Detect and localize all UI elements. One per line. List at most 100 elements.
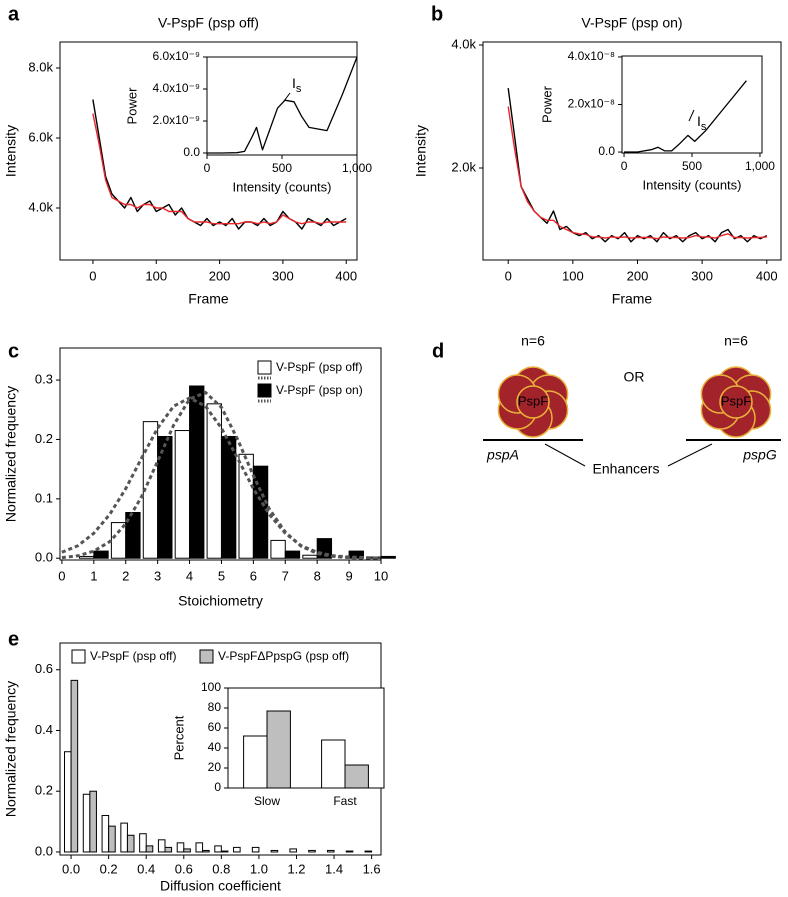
y-axis-label: Power (124, 87, 139, 125)
x-tick-label: 0.4 (137, 861, 155, 876)
y-axis-label: Power (539, 85, 554, 123)
x-tick-label: 500 (682, 159, 702, 173)
x-axis-label: Frame (188, 291, 229, 307)
bar (252, 465, 269, 559)
bar (344, 764, 369, 789)
bar (157, 839, 166, 853)
subunit (516, 385, 550, 419)
x-tick-label: 0.8 (212, 861, 230, 876)
bar (176, 842, 185, 853)
legend-label: V-PspF (psp off) (276, 360, 362, 374)
y-tick-label: 0.0 (183, 145, 200, 159)
y-tick-label: 4.0x10⁻⁸ (568, 49, 615, 63)
x-tick-label: 100 (145, 268, 167, 283)
bar (243, 735, 268, 789)
x-tick-label: 300 (272, 268, 294, 283)
bar (284, 550, 301, 559)
bar (266, 710, 291, 789)
x-tick-label: Slow (254, 794, 280, 808)
panel-letter: c (8, 340, 19, 362)
bar (321, 739, 346, 789)
legend-swatch (199, 649, 214, 664)
promoter-label: pspA (486, 447, 519, 463)
bar (308, 849, 316, 853)
hexamer: PspF (497, 366, 569, 438)
bar (174, 430, 191, 559)
bar (270, 539, 286, 559)
bar (125, 511, 141, 559)
y-tick-label: 2.0k (451, 159, 476, 174)
x-tick-label: 200 (209, 268, 231, 283)
x-tick-label: 7 (282, 568, 289, 583)
x-tick-label: 0 (505, 268, 512, 283)
bar (157, 435, 173, 559)
x-tick-label: 1 (90, 568, 97, 583)
bar (64, 751, 72, 853)
x-axis-label: Intensity (counts) (233, 179, 332, 194)
bar (139, 833, 147, 853)
bar (78, 555, 95, 559)
chart-title: V-PspF (psp off) (158, 15, 259, 31)
stoichiometry-label: n=6 (521, 333, 545, 349)
y-axis-label: Percent (171, 715, 186, 760)
legend-swatch (257, 383, 272, 398)
trace (92, 113, 347, 225)
plot-background (622, 56, 762, 153)
protein-label: PspF (518, 393, 548, 408)
chart-panel: c 0.0 0.1 0.2 0.3 0 1 2 3 4 5 6 7 8 9 10 Stoichiometry No… (3, 340, 396, 609)
y-tick-label: 100 (201, 680, 221, 694)
callout-line (667, 443, 713, 467)
inset-chart: 0.0 2.0x10⁻⁹ 4.0x10⁻⁹ 6.0x10⁻⁹ 0 500 1,000 Inte… (124, 49, 372, 194)
y-tick-label: 0.0 (598, 144, 615, 158)
bar (214, 845, 222, 853)
x-tick-label: 1,000 (745, 159, 775, 173)
protein-label: PspF (721, 393, 751, 408)
y-tick-label: 40 (208, 740, 222, 754)
trace (624, 80, 747, 153)
annotation: Is (697, 113, 707, 133)
y-axis-label: Normalized frequency (3, 681, 19, 817)
y-tick-label: 4.0k (28, 199, 53, 214)
bar (183, 848, 191, 853)
legend-item: V-PspF (psp on) (257, 383, 363, 403)
y-tick-label: 0.3 (35, 372, 53, 387)
y-axis-label: Intensity (3, 125, 19, 177)
y-tick-label: 0.1 (35, 490, 53, 505)
x-axis-label: Diffusion coefficient (160, 878, 281, 894)
x-tick-label: 0.2 (100, 861, 118, 876)
y-tick-label: 0.0 (35, 550, 53, 565)
y-tick-label: 0.2 (35, 783, 53, 798)
x-tick-label: 4 (186, 568, 193, 583)
x-tick-label: 6 (250, 568, 257, 583)
y-axis-label: Intensity (413, 125, 429, 177)
legend-item: V-PspFΔPpspG (psp off) (199, 649, 349, 664)
y-tick-label: 8.0k (28, 59, 53, 74)
legend-label: V-PspF (psp off) (90, 649, 176, 663)
x-tick-label: 8 (314, 568, 321, 583)
plot-background (207, 57, 357, 155)
inset-chart: 0 20 40 60 80 100 Slow Fast Percent (171, 680, 385, 808)
annotation-text: I (292, 75, 296, 91)
x-tick-label: 0.6 (175, 861, 193, 876)
legend-label: V-PspFΔPpspG (psp off) (218, 649, 349, 663)
panel-letter: d (432, 340, 444, 362)
stoichiometry-label: n=6 (724, 333, 748, 349)
legend-label: V-PspF (psp on) (276, 383, 363, 397)
annotation-subscript: s (701, 121, 707, 133)
panel-letter: a (8, 3, 20, 25)
y-tick-label: 80 (208, 700, 222, 714)
legend-item: V-PspF (psp off) (71, 649, 176, 664)
panel-letter: e (8, 628, 19, 650)
bar (82, 793, 91, 853)
bar (270, 849, 279, 853)
subunit (719, 385, 753, 419)
bar (251, 846, 260, 853)
bar (345, 850, 354, 853)
panel-letter: b (431, 3, 443, 25)
callout-line (544, 443, 586, 467)
x-tick-label: 1,000 (342, 161, 372, 175)
bar (195, 842, 204, 853)
y-tick-label: 4.0x10⁻⁹ (152, 81, 200, 95)
